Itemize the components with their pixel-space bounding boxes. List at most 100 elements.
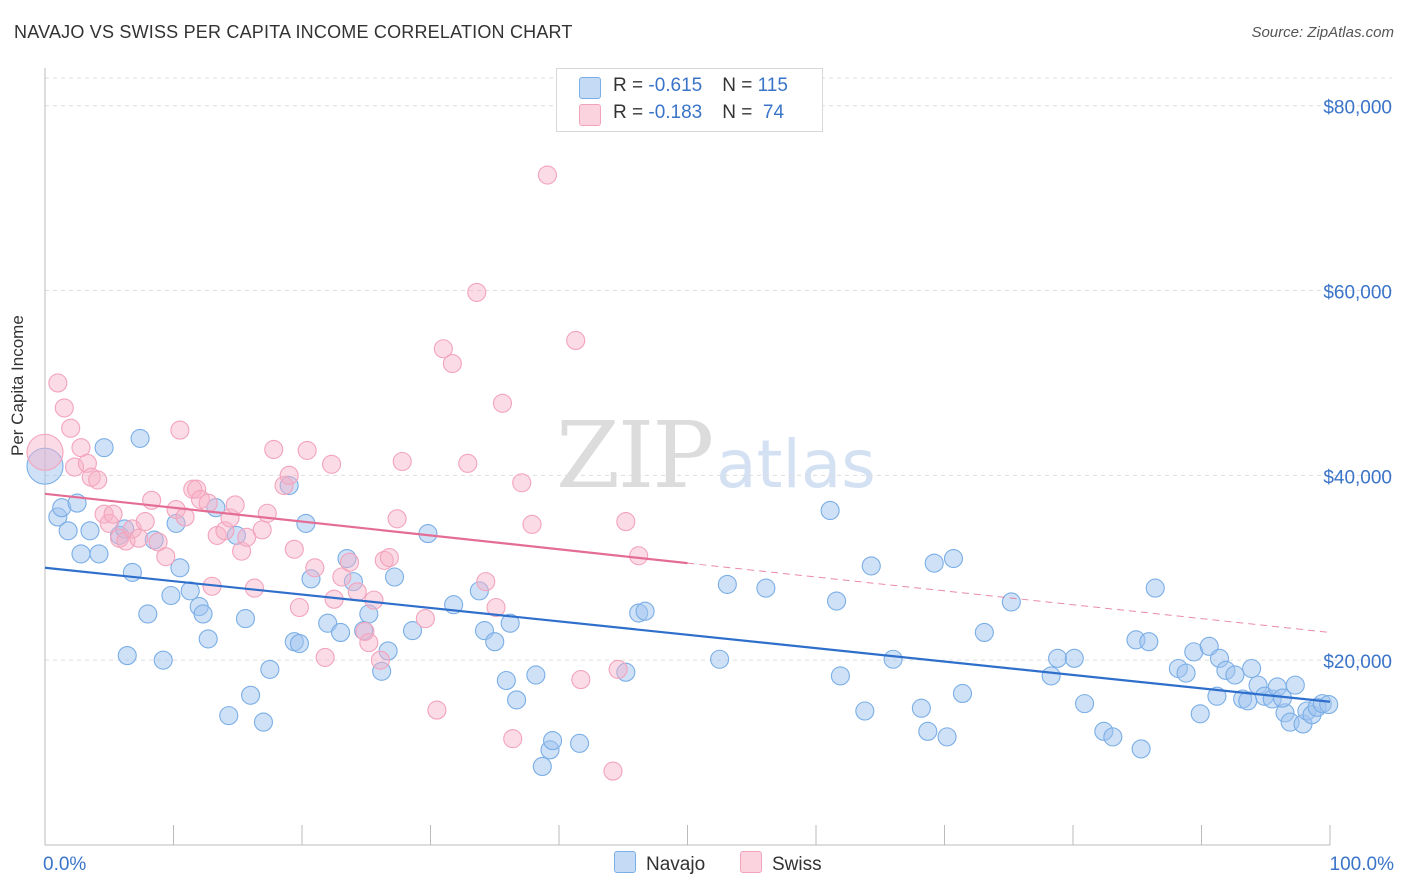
point-navajo (820, 500, 840, 521)
point-swiss (279, 465, 299, 485)
point-navajo (526, 665, 546, 685)
point-swiss (629, 546, 649, 566)
point-navajo (756, 578, 776, 598)
point-swiss (48, 373, 68, 393)
point-swiss (522, 514, 542, 534)
trend-line-navajo (44, 566, 1331, 703)
point-navajo (1285, 675, 1305, 695)
point-navajo (1001, 592, 1021, 612)
point-navajo (635, 601, 655, 621)
point-swiss (289, 597, 309, 618)
chart-source: Source: ZipAtlas.com (1251, 24, 1394, 41)
point-swiss (305, 558, 325, 578)
point-swiss (170, 420, 190, 440)
point-swiss (339, 552, 360, 572)
point-navajo (1225, 665, 1245, 685)
legend-n-value: 74 (757, 102, 785, 123)
point-swiss (148, 532, 168, 552)
point-navajo (198, 629, 218, 649)
point-swiss (26, 433, 64, 471)
x-tick-label: 100.0% (1330, 854, 1395, 875)
point-swiss (297, 440, 317, 460)
point-swiss (156, 547, 176, 567)
point-navajo (279, 475, 299, 496)
point-navajo (883, 649, 903, 669)
point-navajo (1242, 658, 1262, 679)
legend-n-label: N = (722, 102, 758, 123)
legend-swatch-navajo (579, 77, 601, 99)
point-navajo (710, 649, 730, 669)
point-navajo (337, 548, 357, 569)
point-navajo (170, 558, 190, 578)
point-navajo (318, 613, 338, 633)
point-swiss (370, 650, 390, 670)
point-navajo (500, 613, 520, 633)
trend-line-swiss (44, 492, 688, 565)
point-swiss (503, 729, 523, 749)
point-swiss (88, 470, 108, 490)
grid-lines (45, 77, 1392, 661)
point-swiss (571, 670, 591, 690)
legend-n-value: 115 (757, 75, 788, 96)
point-navajo (235, 609, 256, 629)
correlation-legend: R = -0.615 N = 115 R = -0.183 N = 74 (556, 68, 823, 132)
point-navajo (260, 659, 280, 679)
point-swiss (347, 582, 367, 602)
point-navajo (1064, 648, 1084, 668)
legend-r-label: R = (613, 75, 649, 96)
point-navajo (1048, 648, 1068, 668)
point-navajo (1131, 739, 1151, 759)
trend-lines (44, 492, 1331, 703)
point-navajo (952, 683, 973, 703)
point-navajo (161, 585, 181, 606)
point-swiss (264, 439, 284, 460)
point-navajo (717, 574, 737, 594)
point-swiss (442, 353, 462, 374)
bottom-legend-label-navajo: Navajo (646, 854, 706, 875)
point-swiss (537, 165, 557, 185)
point-swiss (374, 550, 394, 570)
point-swiss (392, 451, 412, 472)
y-tick-label: $40,000 (1323, 467, 1392, 488)
point-swiss (492, 393, 513, 413)
point-swiss (99, 513, 119, 533)
point-swiss (364, 590, 384, 610)
point-navajo (911, 698, 931, 718)
bottom-legend-swatch-swiss (740, 851, 762, 873)
point-navajo (94, 438, 114, 458)
point-navajo (193, 604, 213, 624)
point-navajo (130, 428, 150, 448)
point-swiss (322, 454, 342, 474)
point-navajo (830, 666, 850, 686)
bottom-legend-navajo: Navajo (614, 851, 705, 876)
bottom-legend-label-swiss: Swiss (772, 854, 822, 875)
legend-swatch-swiss (579, 104, 601, 126)
bottom-legend-swiss: Swiss (740, 851, 822, 876)
point-swiss (54, 398, 74, 418)
point-swiss (415, 609, 435, 629)
point-swiss (274, 475, 294, 496)
point-navajo (616, 662, 636, 682)
point-navajo (1207, 686, 1227, 706)
point-navajo (138, 604, 158, 624)
point-swiss (61, 418, 81, 438)
point-swiss (103, 504, 123, 524)
y-tick-label: $20,000 (1323, 652, 1392, 673)
point-navajo (301, 569, 321, 589)
legend-r-value: -0.615 (648, 75, 703, 96)
point-navajo (507, 690, 527, 710)
point-swiss (315, 647, 335, 667)
point-swiss (252, 520, 272, 540)
point-navajo (827, 591, 847, 611)
axes (44, 68, 1331, 846)
point-swiss (616, 512, 636, 532)
point-navajo (58, 521, 78, 541)
bottom-legend-swatch-navajo (614, 851, 636, 873)
point-swiss (187, 479, 207, 499)
point-navajo (26, 447, 64, 485)
chart-title: NAVAJO VS SWISS PER CAPITA INCOME CORREL… (14, 22, 573, 42)
point-swiss (387, 509, 407, 529)
tick-labels: $20,000 $40,000 $60,000 $80,000 0.0% 100.0% (43, 98, 1394, 875)
point-navajo (89, 544, 109, 564)
